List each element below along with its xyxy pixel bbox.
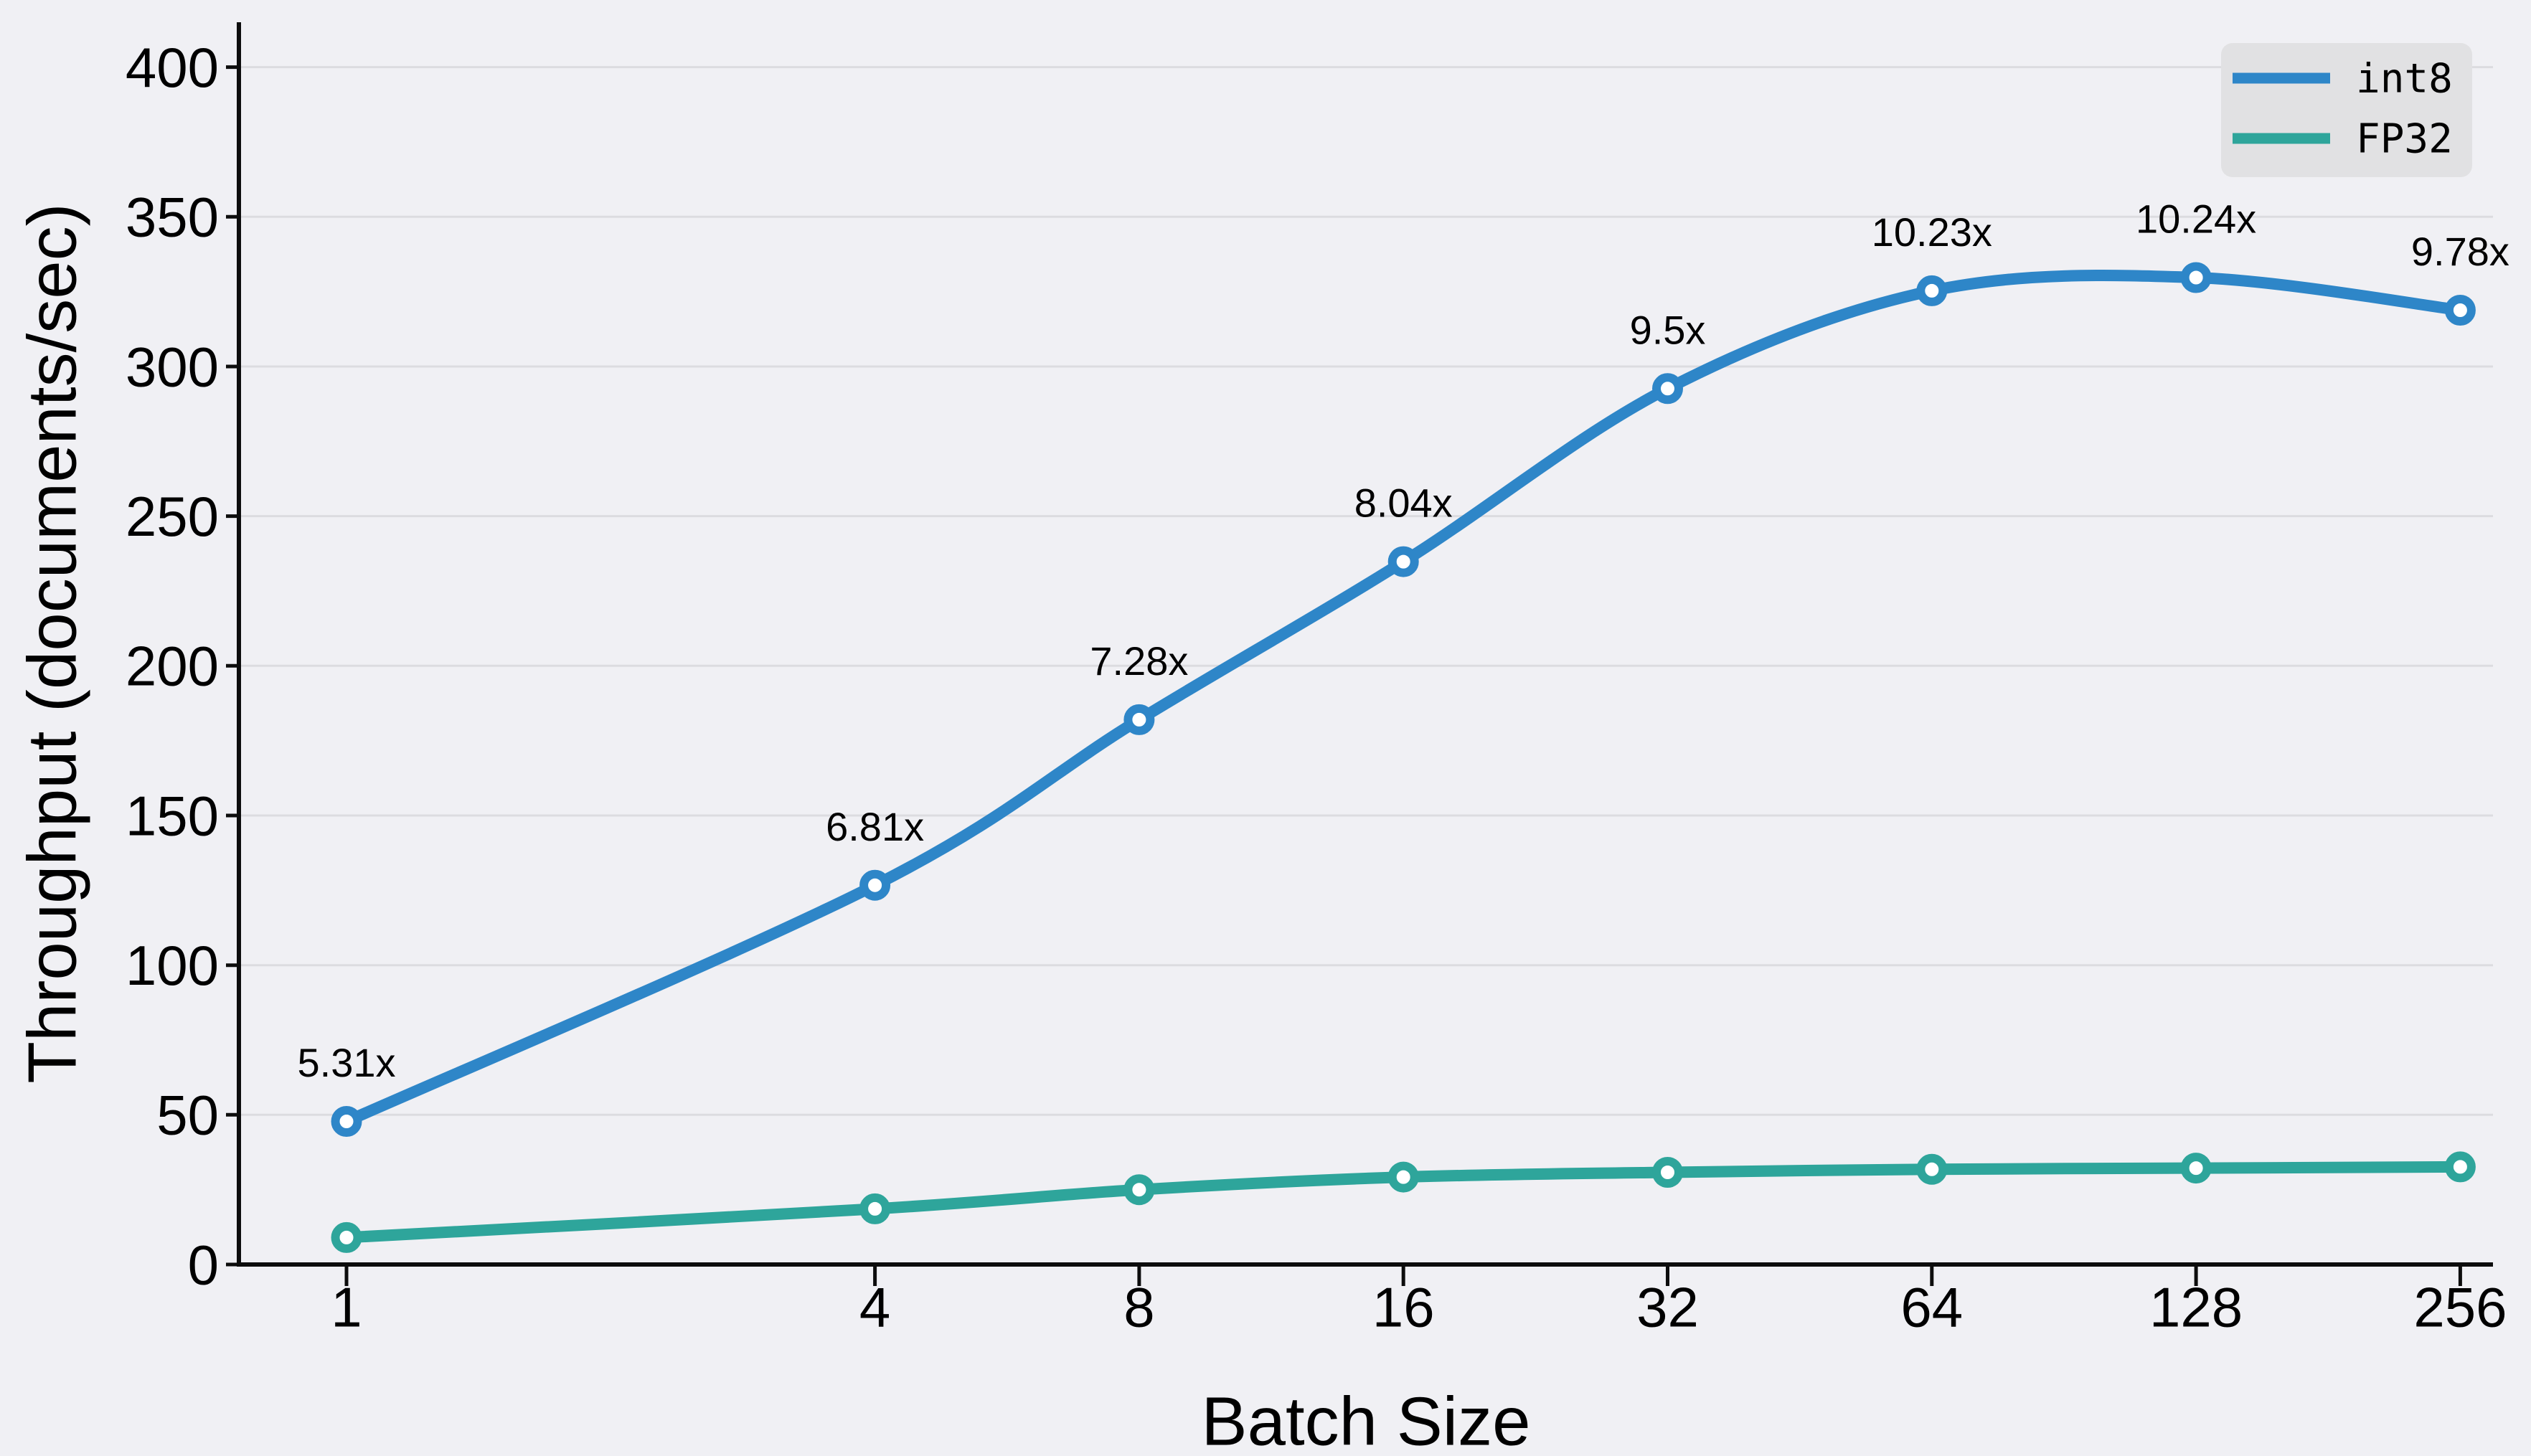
data-point-int8-1: [331, 1106, 362, 1137]
data-point-int8-256: [2444, 295, 2476, 326]
x-axis-label: Batch Size: [1202, 1384, 1531, 1456]
data-point-FP32-8: [1123, 1174, 1155, 1206]
data-point-FP32-32: [1652, 1157, 1683, 1188]
x-tick-label: 64: [1900, 1275, 1963, 1338]
data-point-FP32-1: [331, 1221, 362, 1253]
speedup-annotation-32: 9.5x: [1630, 307, 1706, 352]
data-point-FP32-128: [2180, 1153, 2212, 1184]
y-tick-label: 200: [126, 635, 219, 698]
x-tick-label: 128: [2149, 1275, 2243, 1338]
legend-label-FP32: FP32: [2356, 116, 2453, 163]
data-point-int8-64: [1916, 275, 1948, 306]
speedup-annotation-64: 10.23x: [1872, 209, 1992, 255]
series-line-FP32: [341, 1160, 2466, 1244]
data-point-FP32-256: [2444, 1151, 2476, 1183]
x-tick-label: 1: [331, 1275, 362, 1338]
speedup-annotation-8: 7.28x: [1090, 638, 1188, 684]
x-tick-label: 256: [2413, 1275, 2507, 1338]
legend-label-int8: int8: [2356, 56, 2453, 103]
x-tick-label: 8: [1123, 1275, 1154, 1338]
x-tick-label: 32: [1636, 1275, 1699, 1338]
y-axis-label: Throughput (documents/sec): [14, 203, 91, 1083]
y-tick-label: 150: [126, 784, 219, 847]
data-point-int8-128: [2180, 262, 2212, 293]
data-point-int8-16: [1387, 546, 1419, 577]
series-line-int8: [341, 270, 2466, 1128]
y-tick-label: 0: [188, 1233, 219, 1296]
y-tick-label: 350: [126, 186, 219, 249]
data-point-FP32-4: [859, 1193, 891, 1224]
data-point-int8-32: [1652, 373, 1683, 405]
speedup-annotation-4: 6.81x: [826, 804, 924, 849]
y-tick-label: 250: [126, 485, 219, 548]
gridlines: [239, 66, 2493, 1116]
legend: int8 FP32: [2221, 43, 2472, 177]
y-tick-label: 50: [156, 1084, 219, 1147]
x-tick-label: 16: [1372, 1275, 1435, 1338]
speedup-annotation-256: 9.78x: [2411, 229, 2509, 274]
speedup-annotation-128: 10.24x: [2136, 197, 2256, 242]
series-int8: 5.31x 6.81x 7.28x 8.04x 9.5x 10.23x 10.24x 9.78…: [298, 197, 2509, 1137]
y-tick-label: 300: [126, 335, 219, 398]
speedup-annotation-16: 8.04x: [1354, 481, 1453, 526]
x-tick-label: 4: [859, 1275, 890, 1338]
speedup-annotation-1: 5.31x: [298, 1040, 396, 1085]
axes: 0 50 100 150 200 250 300 350 400 1 4 8 16 32 64 128 256 B…: [14, 22, 2507, 1456]
data-point-FP32-16: [1387, 1161, 1419, 1193]
data-point-int8-4: [859, 869, 891, 901]
data-point-FP32-64: [1916, 1153, 1948, 1185]
series-FP32: [331, 1151, 2476, 1253]
data-point-int8-8: [1123, 704, 1155, 735]
y-tick-label: 100: [126, 934, 219, 997]
y-tick-label: 400: [126, 36, 219, 99]
